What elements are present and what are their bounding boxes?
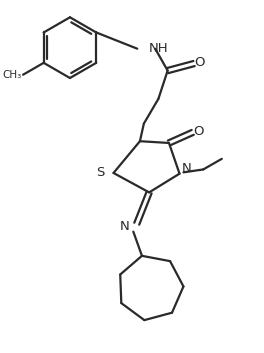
Text: N: N <box>120 220 129 233</box>
Text: S: S <box>96 167 104 179</box>
Text: O: O <box>195 56 205 69</box>
Text: O: O <box>193 125 204 138</box>
Text: NH: NH <box>148 42 168 55</box>
Text: CH₃: CH₃ <box>3 70 22 80</box>
Text: N: N <box>182 162 192 175</box>
